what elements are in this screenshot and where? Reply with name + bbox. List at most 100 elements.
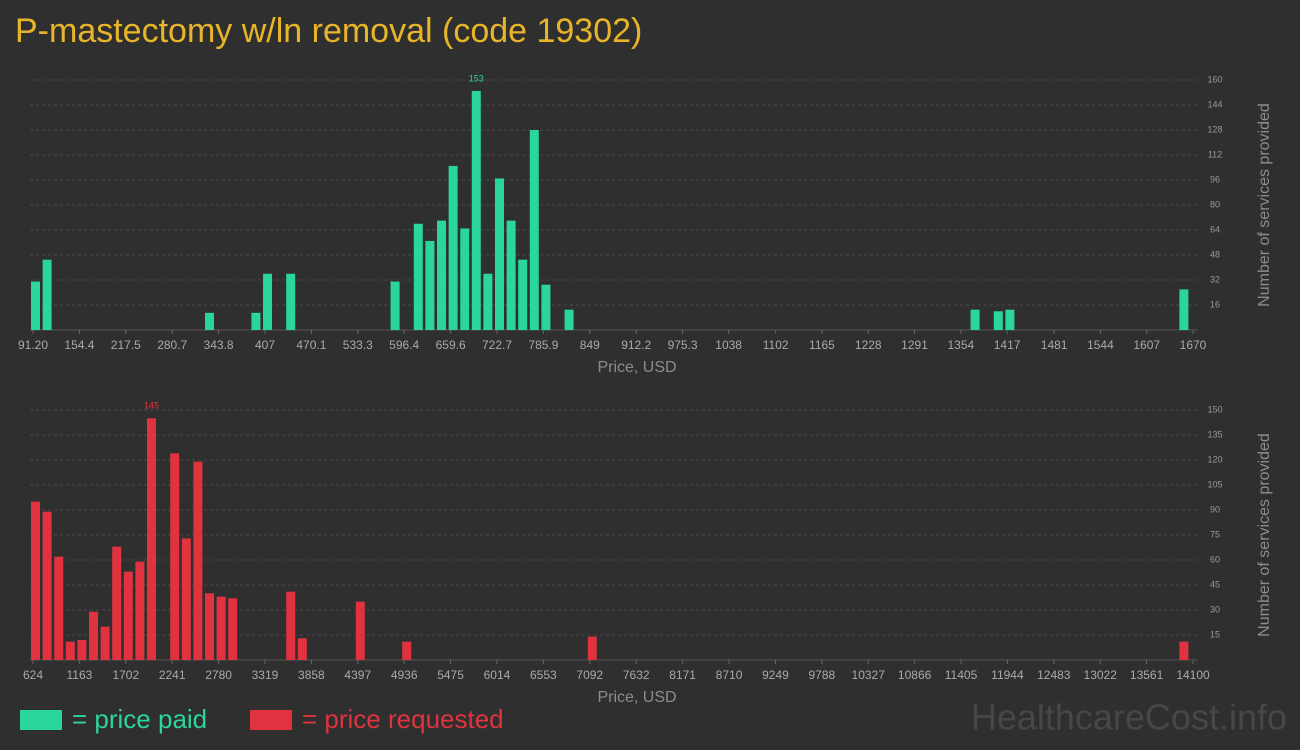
- bar: [518, 259, 528, 330]
- bar: [541, 284, 551, 330]
- y-axis-title: Number of services provided: [1256, 433, 1273, 637]
- y-tick-label: 150: [1207, 404, 1222, 414]
- x-tick-label: 596.4: [389, 338, 419, 352]
- bar: [460, 228, 470, 330]
- legend-label: = price requested: [302, 704, 504, 734]
- bar: [135, 561, 145, 660]
- bar: [970, 309, 980, 330]
- bar: [529, 130, 539, 330]
- x-tick-label: 6014: [484, 668, 511, 682]
- y-tick-label: 160: [1207, 74, 1222, 84]
- bar: [228, 598, 238, 660]
- x-tick-label: 1607: [1133, 338, 1160, 352]
- x-tick-label: 2241: [159, 668, 186, 682]
- x-tick-label: 6553: [530, 668, 557, 682]
- x-tick-label: 7092: [576, 668, 603, 682]
- legend-swatch: [20, 710, 62, 730]
- x-tick-label: 5475: [437, 668, 464, 682]
- y-tick-label: 45: [1210, 579, 1220, 589]
- x-tick-label: 4397: [344, 668, 371, 682]
- x-tick-label: 217.5: [111, 338, 141, 352]
- bar: [483, 273, 493, 330]
- x-tick-label: 154.4: [64, 338, 94, 352]
- x-tick-label: 407: [255, 338, 275, 352]
- x-tick-label: 533.3: [343, 338, 373, 352]
- x-tick-label: 912.2: [621, 338, 651, 352]
- y-tick-label: 75: [1210, 529, 1220, 539]
- bar: [402, 641, 412, 660]
- y-tick-label: 90: [1210, 504, 1220, 514]
- y-tick-label: 120: [1207, 454, 1222, 464]
- x-tick-label: 3858: [298, 668, 325, 682]
- y-tick-label: 112: [1208, 149, 1222, 159]
- data-label: 145: [144, 401, 159, 411]
- bar: [100, 626, 110, 660]
- bar: [1179, 289, 1189, 330]
- x-axis-title: Price, USD: [597, 689, 676, 706]
- bar: [112, 546, 122, 660]
- bar: [355, 601, 365, 660]
- x-tick-label: 975.3: [668, 338, 698, 352]
- bar: [494, 178, 504, 330]
- x-tick-label: 1038: [715, 338, 742, 352]
- y-tick-label: 60: [1210, 554, 1220, 564]
- bar: [89, 611, 98, 660]
- bar: [65, 641, 75, 660]
- x-tick-label: 1417: [994, 338, 1021, 352]
- bar: [506, 220, 516, 330]
- x-tick-label: 1354: [947, 338, 974, 352]
- bar: [54, 556, 64, 660]
- y-tick-label: 135: [1207, 429, 1222, 439]
- legend-swatch: [250, 710, 292, 730]
- bar: [471, 90, 481, 330]
- bar: [42, 259, 52, 330]
- bar: [42, 511, 52, 660]
- x-tick-label: 343.8: [204, 338, 234, 352]
- x-tick-label: 14100: [1176, 668, 1210, 682]
- bar: [193, 461, 203, 660]
- x-tick-label: 722.7: [482, 338, 512, 352]
- x-tick-label: 10866: [898, 668, 932, 682]
- bar: [437, 220, 447, 330]
- y-axis-title: Number of services provided: [1256, 103, 1273, 307]
- x-tick-label: 10327: [852, 668, 886, 682]
- x-tick-label: 1165: [809, 338, 835, 352]
- bar: [170, 453, 180, 660]
- x-tick-label: 1102: [763, 338, 789, 352]
- x-tick-label: 1481: [1041, 338, 1068, 352]
- x-tick-label: 1291: [901, 338, 928, 352]
- x-tick-label: 470.1: [296, 338, 326, 352]
- y-tick-label: 105: [1207, 479, 1222, 489]
- x-tick-label: 849: [580, 338, 600, 352]
- bar: [31, 501, 40, 660]
- y-tick-label: 144: [1207, 99, 1222, 109]
- y-tick-label: 32: [1210, 274, 1220, 284]
- bar: [1005, 309, 1015, 330]
- x-tick-label: 659.6: [436, 338, 466, 352]
- bar: [286, 591, 296, 660]
- x-tick-label: 8710: [716, 668, 743, 682]
- bar: [564, 309, 574, 330]
- bar: [147, 418, 156, 660]
- x-tick-label: 91.20: [18, 338, 48, 352]
- x-tick-label: 8171: [669, 668, 696, 682]
- x-tick-label: 1228: [855, 338, 882, 352]
- bar: [263, 273, 273, 330]
- y-tick-label: 128: [1207, 124, 1222, 134]
- bar: [1179, 641, 1189, 660]
- y-tick-label: 16: [1210, 299, 1220, 309]
- bar: [993, 311, 1003, 330]
- x-tick-label: 1702: [112, 668, 139, 682]
- bar: [205, 593, 214, 660]
- bar: [123, 571, 133, 660]
- x-tick-label: 1544: [1087, 338, 1114, 352]
- x-tick-label: 1163: [66, 668, 92, 682]
- y-tick-label: 48: [1210, 249, 1220, 259]
- y-tick-label: 15: [1210, 629, 1220, 639]
- data-label: 153: [469, 73, 484, 83]
- x-tick-label: 2780: [205, 668, 232, 682]
- bar: [425, 240, 435, 330]
- bar: [297, 638, 307, 660]
